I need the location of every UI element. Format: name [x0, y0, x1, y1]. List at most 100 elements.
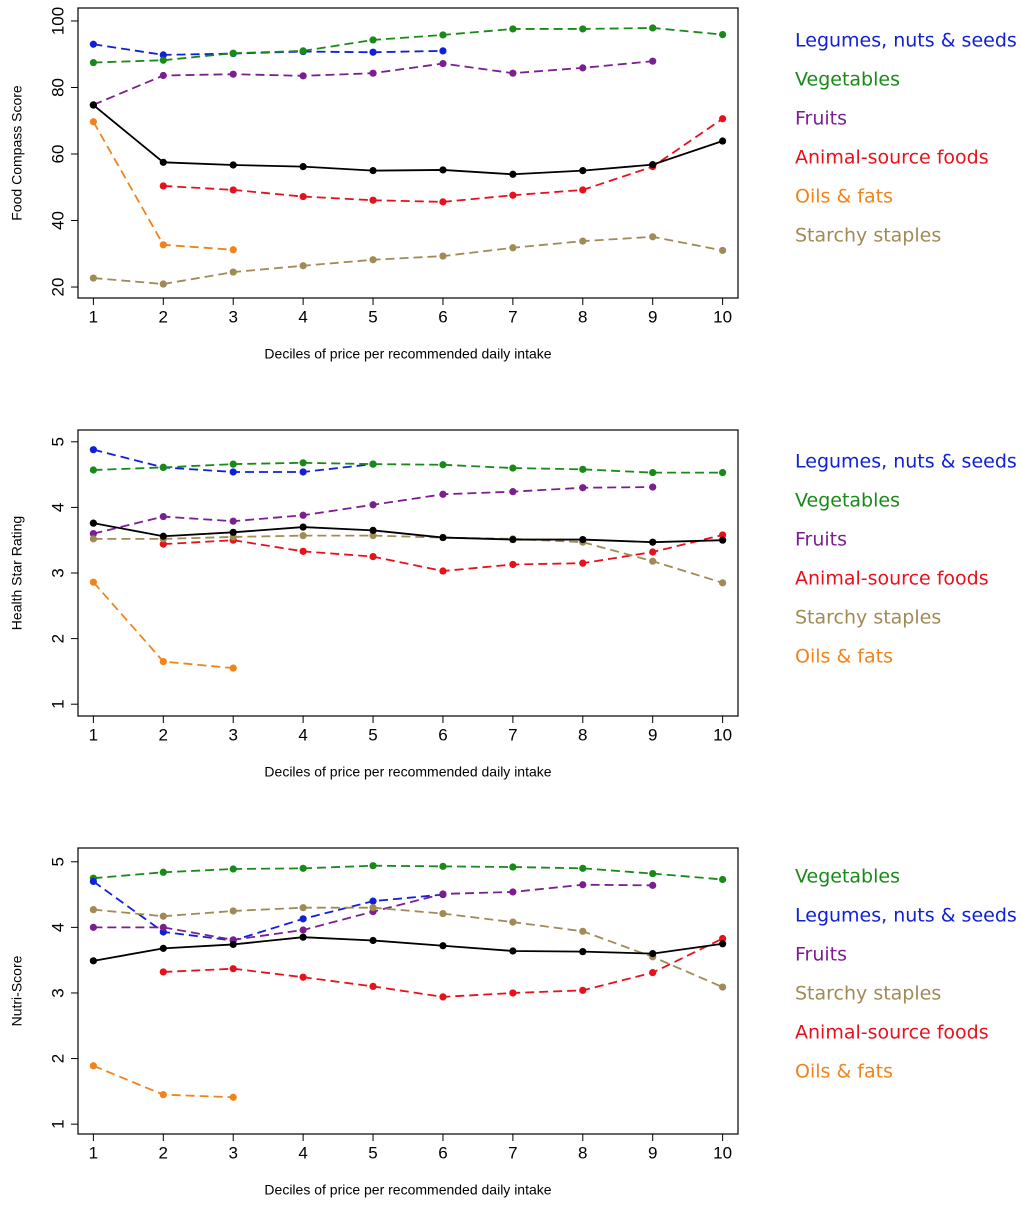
data-point [229, 528, 237, 536]
legend-entry: Starchy staples [795, 225, 941, 247]
legend-entry: Animal-source foods [795, 568, 989, 590]
data-point [159, 923, 167, 931]
plot-frame [77, 7, 739, 299]
series-line [93, 43, 443, 56]
y-tick-label: 3 [48, 988, 67, 997]
x-tick-label: 5 [368, 725, 377, 744]
x-tick-label: 6 [438, 1143, 447, 1162]
data-point [159, 540, 167, 548]
data-point [369, 936, 377, 945]
legend-entry: Starchy staples [795, 607, 941, 629]
data-point [719, 536, 727, 544]
data-point [579, 484, 587, 492]
y-tick-label: 3 [48, 568, 67, 577]
legend-entry: Vegetables [795, 69, 900, 91]
data-point [299, 468, 307, 476]
data-point [159, 912, 167, 920]
data-point [299, 933, 307, 941]
y-tick-label: 4 [48, 503, 67, 512]
data-point [649, 869, 657, 878]
data-point [299, 192, 307, 201]
data-point [229, 940, 237, 949]
data-point [439, 166, 447, 174]
x-tick-label: 6 [438, 725, 447, 744]
x-tick-label: 4 [298, 725, 307, 744]
legend-entry: Fruits [795, 529, 847, 551]
data-point [509, 488, 517, 496]
data-point [229, 1093, 237, 1101]
data-point [89, 274, 97, 282]
data-point [89, 118, 97, 126]
data-point [509, 888, 517, 896]
data-point [719, 934, 727, 943]
y-tick-label: 80 [48, 78, 67, 97]
data-point [579, 465, 587, 473]
data-point [159, 512, 167, 521]
data-point [159, 280, 167, 288]
data-point [229, 460, 237, 468]
data-point [369, 196, 377, 204]
data-point [369, 167, 377, 175]
data-point [509, 244, 517, 252]
x-tick-label: 10 [713, 725, 732, 744]
data-point [369, 501, 377, 509]
data-point [89, 923, 97, 931]
series-line [93, 522, 723, 544]
x-axis-label: Deciles of price per recommended daily i… [264, 764, 551, 780]
data-point [159, 71, 167, 80]
data-point [649, 161, 657, 169]
data-point [649, 881, 657, 889]
data-point [89, 446, 97, 454]
y-tick-label: 60 [48, 145, 67, 164]
data-point [369, 553, 377, 561]
data-point [159, 968, 167, 976]
data-point [439, 909, 447, 918]
data-point [579, 948, 587, 956]
data-point [369, 862, 377, 870]
data-point [229, 865, 237, 873]
series-line [93, 864, 723, 881]
data-point [649, 969, 657, 977]
data-point [719, 983, 727, 991]
y-tick-label: 40 [48, 211, 67, 230]
data-point [439, 47, 447, 55]
data-point [439, 198, 447, 206]
data-point [299, 47, 307, 55]
legend-entry: Fruits [795, 944, 847, 966]
data-point [439, 942, 447, 950]
x-tick-label: 2 [159, 725, 168, 744]
data-point [89, 578, 97, 586]
data-point [299, 511, 307, 519]
data-point [719, 137, 727, 145]
data-point [159, 241, 167, 249]
x-tick-label: 5 [368, 307, 377, 326]
data-point [89, 957, 97, 965]
data-point [649, 950, 657, 958]
x-tick-label: 5 [368, 1143, 377, 1162]
data-point [509, 170, 517, 178]
data-point [439, 252, 447, 260]
data-point [649, 538, 657, 546]
data-point [369, 526, 377, 534]
data-point [299, 523, 307, 531]
data-point [299, 262, 307, 270]
y-tick-label: 20 [48, 278, 67, 297]
series-line [93, 486, 653, 535]
data-point [89, 58, 97, 67]
x-tick-label: 7 [508, 725, 517, 744]
data-point [89, 877, 97, 886]
data-point [649, 24, 657, 32]
data-point [229, 965, 237, 973]
x-tick-label: 4 [298, 307, 307, 326]
data-point [439, 862, 447, 870]
x-tick-label: 7 [508, 307, 517, 326]
data-point [509, 560, 517, 569]
data-point [159, 56, 167, 64]
data-point [299, 973, 307, 981]
data-point [369, 36, 377, 44]
data-point [369, 897, 377, 905]
y-tick-label: 5 [48, 857, 67, 866]
data-point [89, 530, 97, 538]
data-point [369, 460, 377, 468]
